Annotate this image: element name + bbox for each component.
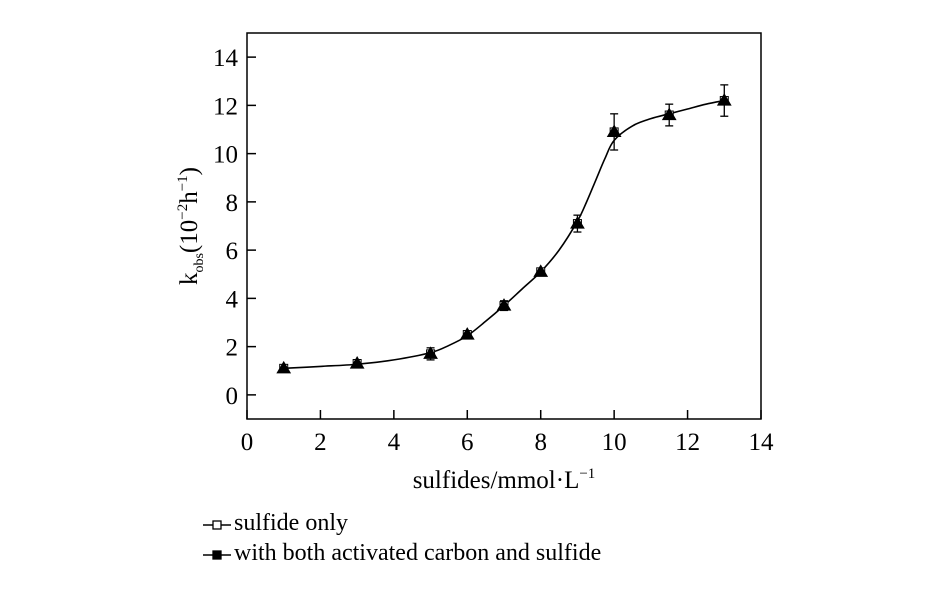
y-axis-ticks: 0 2 4 6 8 10 12 14 — [213, 45, 256, 410]
y-tick-label: 14 — [213, 45, 239, 72]
plot-frame — [246, 32, 762, 420]
point-activated-carbon-sulfide — [276, 360, 292, 374]
point-activated-carbon-sulfide — [459, 327, 475, 340]
x-tick-label: 14 — [749, 429, 775, 456]
legend-label-activated-carbon-sulfide: with both activated carbon and sulfide — [234, 540, 602, 566]
y-axis-label: kobs(10−2h−1) — [175, 167, 207, 285]
legend: sulfide only with both activated carbon … — [202, 508, 601, 568]
y-tick-label: 0 — [226, 383, 239, 410]
y-tick-label: 10 — [213, 142, 238, 169]
x-tick-label: 4 — [388, 429, 401, 456]
x-tick-label: 6 — [461, 429, 474, 456]
point-activated-carbon-sulfide — [716, 93, 732, 106]
legend-item-sulfide-only: sulfide only — [202, 508, 601, 538]
x-tick-label: 2 — [314, 429, 327, 456]
point-activated-carbon-sulfide — [606, 124, 622, 137]
y-tick-label: 12 — [213, 93, 238, 120]
point-activated-carbon-sulfide — [661, 107, 677, 121]
filled-square-marker-icon — [203, 550, 231, 560]
x-tick-label: 12 — [675, 429, 700, 456]
legend-label-sulfide-only: sulfide only — [234, 510, 348, 536]
legend-item-activated-carbon-sulfide: with both activated carbon and sulfide — [202, 538, 601, 568]
fit-curve-line — [283, 99, 725, 370]
point-activated-carbon-sulfide — [496, 298, 512, 311]
open-square-marker-icon — [203, 520, 231, 530]
x-axis-label: sulfides/mmol·L−1 — [413, 466, 596, 494]
y-tick-label: 6 — [226, 238, 239, 265]
x-tick-label: 8 — [534, 429, 547, 456]
y-tick-label: 4 — [226, 286, 239, 313]
point-activated-carbon-sulfide — [570, 216, 585, 229]
point-activated-carbon-sulfide — [349, 356, 365, 369]
point-activated-carbon-sulfide — [533, 264, 549, 277]
data-marks — [276, 84, 732, 374]
point-activated-carbon-sulfide — [423, 346, 438, 359]
x-tick-label: 10 — [602, 429, 627, 456]
y-tick-label: 8 — [226, 190, 239, 217]
y-tick-label: 2 — [226, 335, 239, 362]
x-tick-label: 0 — [241, 429, 254, 456]
x-axis-ticks: 0 2 4 6 8 10 12 14 — [241, 410, 774, 456]
